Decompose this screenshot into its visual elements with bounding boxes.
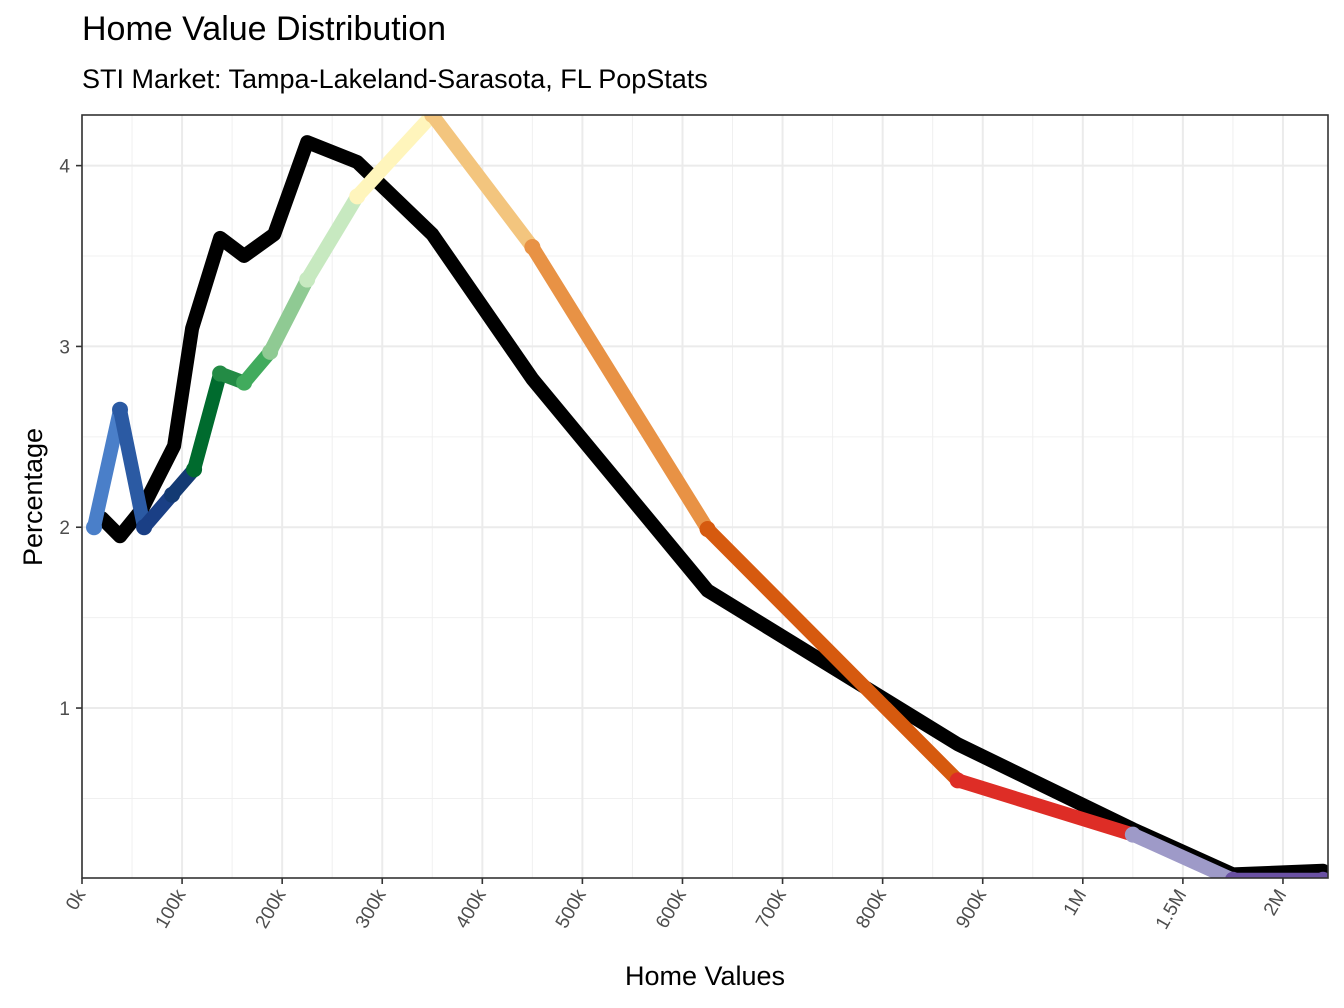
x-tick-label: 600k [652, 886, 691, 933]
x-tick-label: 2M [1260, 886, 1291, 919]
market-point [424, 115, 441, 123]
market-point [186, 461, 203, 478]
market-line-segment [525, 239, 715, 537]
market-point [524, 238, 541, 255]
market-point [949, 772, 966, 789]
plot-panel [82, 115, 1328, 878]
market-point [1124, 826, 1141, 843]
market-point [236, 374, 253, 391]
market-line-segment [425, 115, 540, 254]
y-tick-label: 1 [59, 699, 70, 720]
market-point [1315, 871, 1328, 878]
x-tick-label: 900k [952, 886, 991, 933]
market-line-segment [1125, 827, 1240, 878]
chart-subtitle: STI Market: Tampa-Lakeland-Sarasota, FL … [82, 64, 708, 94]
y-axis-title: Percentage [18, 428, 48, 566]
y-tick-label: 4 [59, 157, 70, 178]
market-line-segment [950, 773, 1140, 842]
y-tick-label: 2 [59, 518, 70, 539]
market-line-segment [87, 402, 128, 535]
market-line-segment [113, 402, 152, 535]
popstats-line [95, 135, 1328, 878]
market-point [112, 401, 129, 418]
market-line-segment [700, 522, 965, 788]
market-point [164, 486, 181, 503]
x-tick-label: 0k [62, 886, 90, 914]
market-point [1225, 871, 1241, 878]
x-tick-label: 800k [852, 886, 891, 933]
y-tick-label: 3 [59, 337, 70, 358]
market-point [86, 519, 103, 536]
market-point [136, 519, 153, 536]
x-tick-label: 500k [552, 886, 591, 933]
market-line-segment [187, 366, 228, 477]
market-line-segment [263, 272, 315, 359]
x-tick-label: 1.5M [1152, 886, 1191, 933]
market-point [212, 365, 229, 382]
market-point [262, 343, 279, 360]
x-tick-label: 400k [452, 886, 491, 933]
series-group [86, 115, 1328, 878]
x-axis-title: Home Values [625, 961, 785, 991]
x-tick-label: 1M [1060, 886, 1091, 919]
x-tick-label: 200k [252, 886, 291, 933]
x-tick-label: 700k [752, 886, 791, 933]
x-tick-label: 300k [352, 886, 391, 933]
market-point [299, 271, 316, 288]
market-line-segment [300, 189, 365, 287]
market-point [699, 521, 716, 538]
plot-border [81, 114, 1329, 879]
chart-title: Home Value Distribution [82, 10, 447, 48]
market-line-segment [350, 115, 440, 204]
x-tick-label: 100k [152, 886, 191, 933]
market-point [349, 188, 366, 205]
